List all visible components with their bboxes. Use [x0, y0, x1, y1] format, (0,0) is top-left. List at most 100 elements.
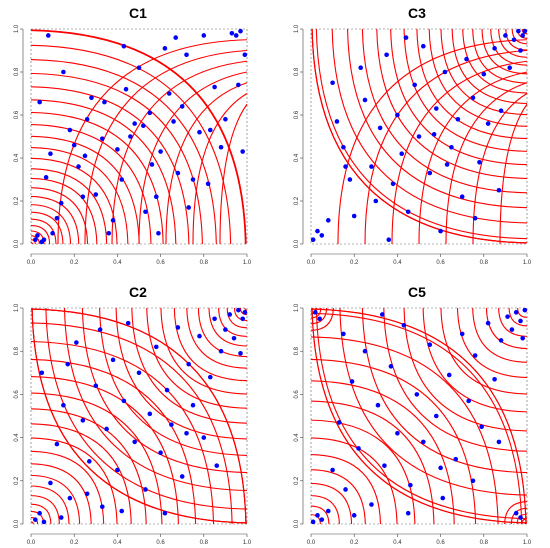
contour-line: [472, 307, 528, 363]
contour-line: [445, 82, 528, 245]
contour-line: [30, 235, 40, 245]
contour-line: [30, 168, 108, 245]
data-point: [405, 510, 411, 516]
data-point: [341, 331, 346, 337]
contour-line: [361, 307, 528, 474]
data-point: [110, 218, 116, 223]
data-point: [509, 327, 515, 332]
contour-line: [498, 28, 528, 58]
contour-line: [418, 71, 528, 245]
contour-line: [30, 86, 190, 245]
x-tick-label: 0.8: [480, 540, 489, 546]
x-tick-label: 0.6: [156, 260, 165, 266]
data-point: [147, 411, 153, 417]
contour-line: [440, 28, 528, 116]
data-point: [379, 312, 385, 317]
x-tick-label: 0.2: [350, 540, 359, 546]
contour-line: [30, 503, 52, 525]
contour-line: [131, 307, 248, 424]
data-point: [84, 117, 90, 122]
contour-line: [30, 29, 247, 245]
contour-line: [456, 307, 528, 379]
panel-title: C5: [408, 284, 426, 300]
data-point: [485, 320, 491, 326]
x-tick-label: 0.8: [200, 540, 209, 546]
data-point: [403, 35, 409, 40]
contour-line: [315, 307, 528, 520]
x-tick-label: 0.2: [70, 540, 79, 546]
contour-line: [310, 505, 330, 525]
contour-line: [173, 307, 248, 382]
data-point: [433, 106, 439, 111]
contour-line: [311, 28, 528, 244]
data-point: [173, 35, 179, 40]
scatter-points: [310, 28, 528, 242]
panel-title: C2: [129, 284, 147, 300]
data-point: [498, 338, 504, 343]
data-point: [518, 48, 523, 53]
contour-line: [99, 307, 248, 456]
contour-line: [310, 307, 328, 325]
data-point: [121, 43, 127, 49]
data-point: [236, 307, 241, 313]
contour-line: [508, 307, 528, 327]
y-tick-label: 0.8: [14, 346, 20, 355]
data-point: [218, 144, 224, 150]
contour-line: [462, 28, 528, 94]
data-point: [433, 413, 439, 419]
contour-line: [186, 307, 248, 369]
contour-line: [30, 44, 232, 245]
contour-line: [31, 307, 248, 524]
contour-line: [310, 419, 416, 525]
data-point: [399, 151, 405, 156]
x-tick-label: 1.0: [523, 260, 532, 266]
data-point: [115, 467, 120, 473]
contour-line: [311, 307, 528, 524]
data-point: [175, 325, 181, 330]
data-point: [315, 228, 320, 234]
contour-line: [115, 307, 248, 440]
data-point: [175, 170, 181, 176]
data-point: [375, 402, 381, 408]
y-tick-label: 0.8: [14, 67, 20, 76]
chart-panel-c5: C5 0.0 0.2 0.4 0.6 0.8 1.0 0.0 0.2 0.4 0.6 0.8 1.0: [294, 284, 532, 546]
data-point: [334, 119, 340, 124]
data-point: [190, 402, 196, 408]
data-point: [201, 33, 207, 38]
y-tick-label: 0.4: [14, 153, 20, 162]
y-tick-label: 0.4: [14, 433, 20, 442]
x-tick-label: 1.0: [243, 260, 252, 266]
contour-line: [192, 93, 248, 245]
data-point: [97, 327, 103, 332]
contour-line: [416, 28, 528, 140]
x-tick-label: 0.6: [156, 540, 165, 546]
y-tick-label: 0.8: [294, 346, 300, 355]
data-point: [186, 205, 191, 210]
data-point: [464, 56, 469, 62]
data-point: [229, 31, 235, 36]
contour-line: [30, 308, 247, 525]
contour-line: [30, 450, 105, 525]
data-point: [143, 209, 148, 215]
data-point: [438, 465, 443, 471]
data-point: [58, 515, 64, 520]
data-point: [119, 177, 125, 182]
data-point: [33, 517, 38, 522]
contour-line: [244, 307, 248, 311]
data-point: [164, 387, 170, 393]
data-point: [453, 456, 459, 462]
data-point: [369, 164, 374, 169]
data-point: [362, 348, 368, 354]
data-point: [238, 28, 243, 34]
contour-line: [481, 28, 528, 75]
x-tick-label: 0.0: [307, 260, 316, 266]
contour-line: [485, 307, 528, 350]
data-point: [89, 95, 94, 101]
data-point: [207, 127, 213, 133]
x-tick-label: 0.2: [350, 260, 359, 266]
contour-lines: [30, 307, 248, 525]
y-tick-label: 0.0: [294, 519, 300, 528]
contour-line: [310, 307, 314, 311]
data-point: [71, 142, 77, 148]
data-point: [50, 230, 55, 236]
